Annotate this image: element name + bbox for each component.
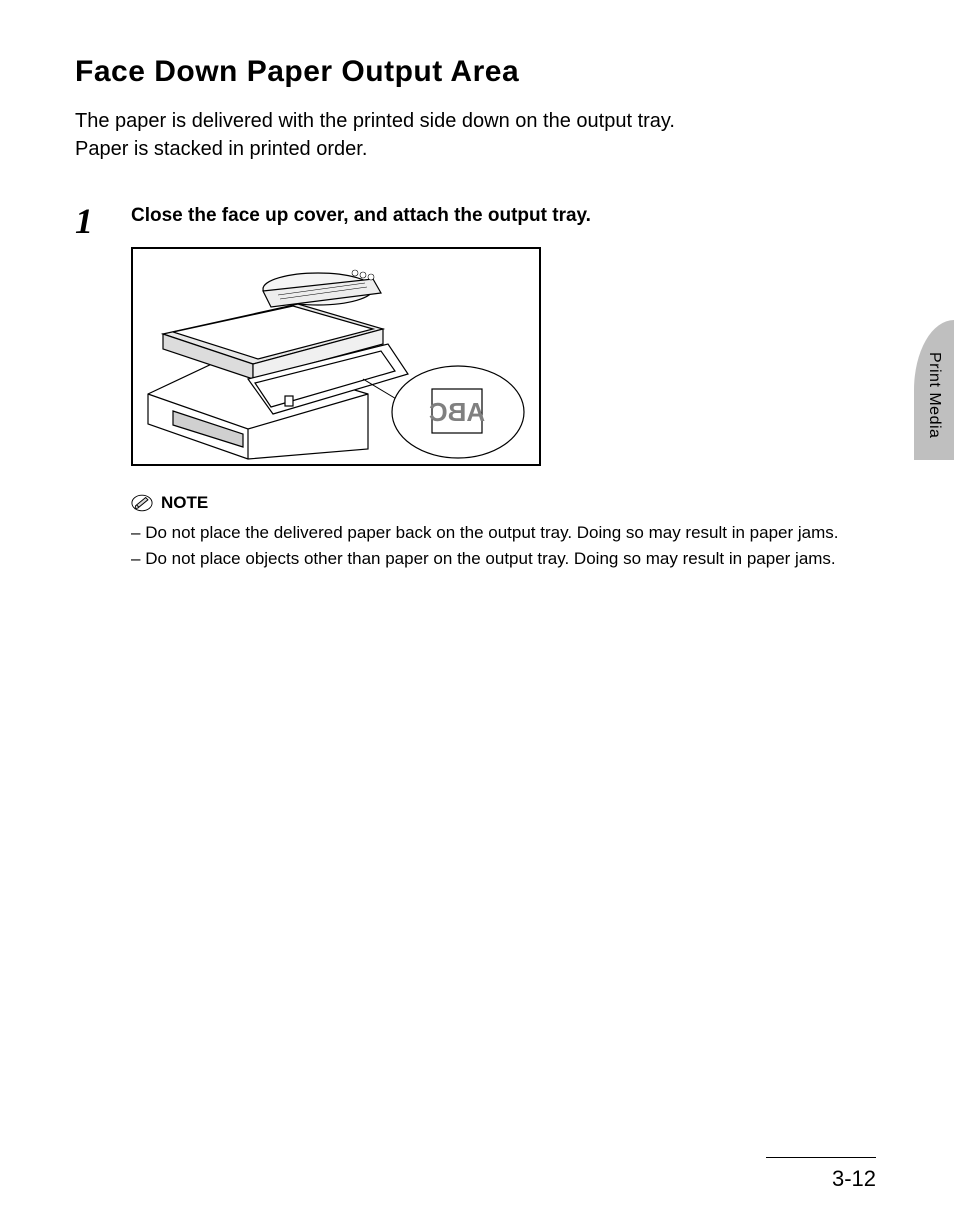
- note-item: Do not place objects other than paper on…: [131, 546, 894, 572]
- page-number: 3-12: [766, 1166, 876, 1192]
- page-footer: 3-12: [766, 1157, 876, 1192]
- page: Face Down Paper Output Area The paper is…: [0, 0, 954, 1230]
- side-tab-label: Print Media: [925, 352, 943, 438]
- note-label: NOTE: [161, 493, 208, 513]
- step-number: 1: [75, 203, 101, 239]
- intro-paragraph: The paper is delivered with the printed …: [75, 107, 894, 163]
- step-instruction: Close the face up cover, and attach the …: [131, 205, 894, 227]
- printer-illustration: ABC: [131, 247, 541, 466]
- step-body: Close the face up cover, and attach the …: [131, 203, 894, 571]
- step-1: 1 Close the face up cover, and attach th…: [75, 203, 894, 571]
- intro-line-2: Paper is stacked in printed order.: [75, 138, 367, 160]
- footer-rule: [766, 1157, 876, 1158]
- note-heading: NOTE: [131, 492, 894, 514]
- note-block: NOTE Do not place the delivered paper ba…: [131, 492, 894, 571]
- pencil-icon: [131, 492, 153, 514]
- callout-text: ABC: [429, 397, 486, 427]
- printer-illustration-svg: ABC: [133, 249, 539, 464]
- intro-line-1: The paper is delivered with the printed …: [75, 110, 675, 132]
- side-tab: Print Media: [914, 320, 954, 460]
- note-item: Do not place the delivered paper back on…: [131, 520, 894, 546]
- section-heading: Face Down Paper Output Area: [75, 55, 894, 89]
- note-list: Do not place the delivered paper back on…: [131, 520, 894, 571]
